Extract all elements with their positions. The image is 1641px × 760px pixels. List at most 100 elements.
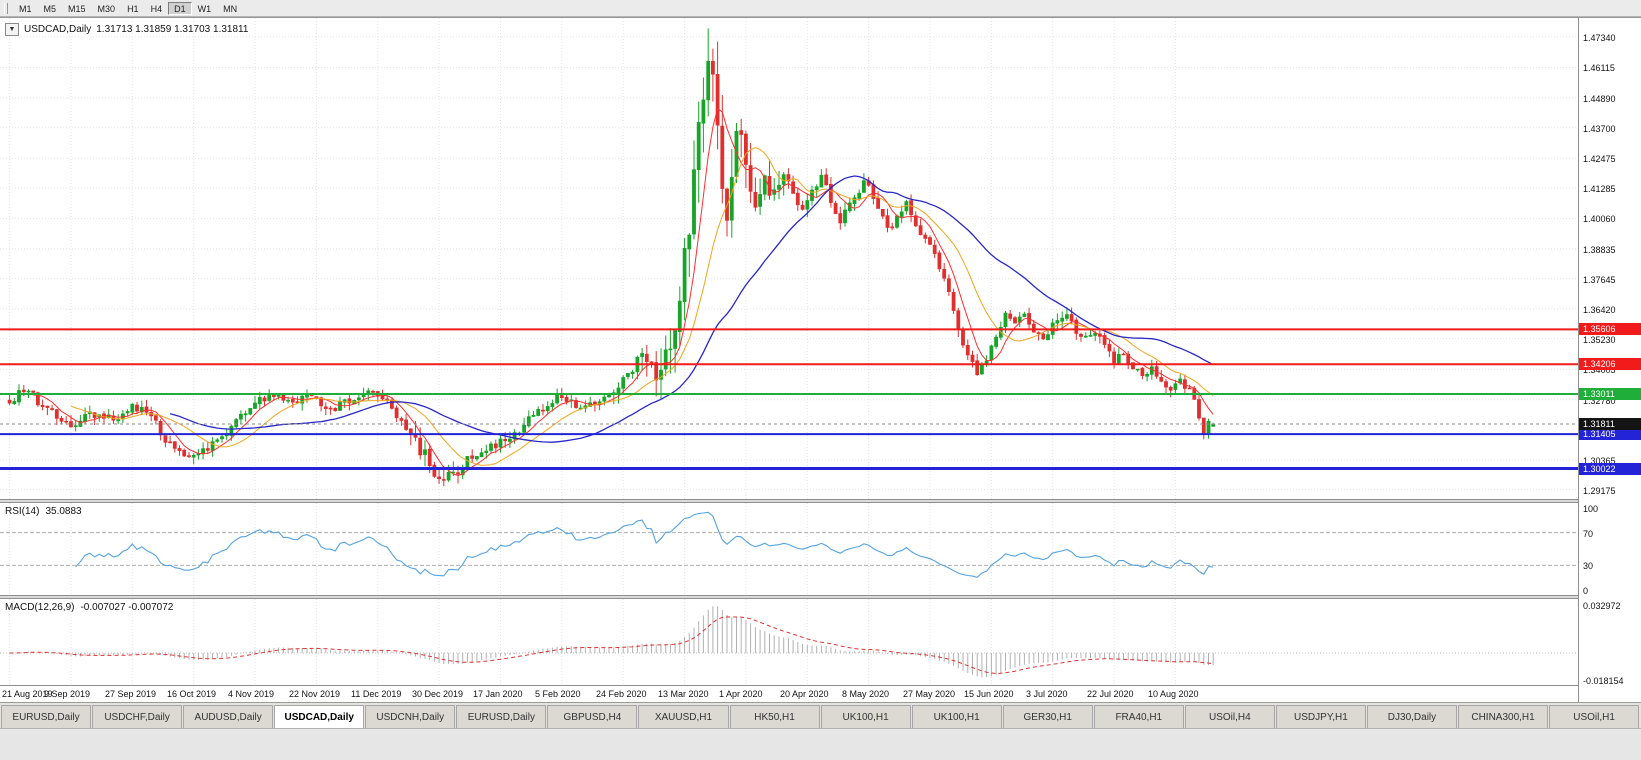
axis-tick-label: 100 [1583, 504, 1599, 514]
timeframe-buttons: M1 M5 M15 M30 H1 H4 D1 W1 MN [13, 1, 243, 15]
date-axis-label: 17 Jan 2020 [473, 689, 523, 699]
level-price-badge: 1.33011 [1579, 388, 1641, 400]
chart-dropdown-icon[interactable]: ▼ [5, 23, 19, 36]
rsi-chart-svg[interactable] [0, 503, 1578, 595]
timeframe-button-m1[interactable]: M1 [19, 3, 32, 14]
chart-tab-usoil-h1[interactable]: USOil,H1 [1549, 705, 1640, 728]
timeframe-button-m30[interactable]: M30 [97, 3, 116, 14]
axis-tick-label: 1.44890 [1583, 94, 1616, 104]
axis-tick-label: 1.42475 [1583, 154, 1616, 164]
axis-tick-label: 1.47340 [1583, 33, 1616, 43]
date-axis-label: 13 Mar 2020 [658, 689, 709, 699]
price-axis[interactable]: 1.47340 1.46115 1.44890 1.43700 1.42475 1.412… [1578, 18, 1641, 702]
macd-values: -0.007027 -0.007072 [80, 602, 174, 613]
axis-tick-label: 0 [1583, 586, 1589, 596]
chart-symbol-label: USDCAD,Daily [24, 24, 92, 35]
level-price-badge: 1.35606 [1579, 323, 1641, 335]
date-axis-label: 27 May 2020 [903, 689, 956, 699]
chart-tab-usdcnh-daily[interactable]: USDCNH,Daily [365, 705, 456, 728]
chart-tab-usdchf-daily[interactable]: USDCHF,Daily [92, 705, 183, 728]
rsi-pane[interactable]: RSI(14) 35.0883 [0, 503, 1578, 595]
chart-tab-hk50-h1[interactable]: HK50,H1 [729, 705, 820, 728]
rsi-name: RSI(14) [5, 506, 40, 517]
chart-tab-dj30-daily[interactable]: DJ30,Daily [1366, 705, 1457, 728]
timeframe-button-h1[interactable]: H1 [127, 3, 139, 14]
chart-ohlc-values: 1.31713 1.31859 1.31703 1.31811 [96, 24, 249, 35]
chart-window: ▼ USDCAD,Daily 1.31713 1.31859 1.31703 1… [0, 17, 1641, 702]
axis-tick-label: 1.38835 [1583, 245, 1616, 255]
axis-tick-label: 70 [1583, 529, 1594, 539]
rsi-value: 35.0883 [45, 506, 82, 517]
axis-tick-label: 1.35230 [1583, 335, 1616, 345]
date-axis-label: 15 Jun 2020 [964, 689, 1014, 699]
date-axis-label: 22 Jul 2020 [1087, 689, 1134, 699]
date-axis-label: 24 Feb 2020 [596, 689, 647, 699]
axis-tick-label: 30 [1583, 561, 1594, 571]
axis-tick-label: -0.018154 [1583, 676, 1624, 686]
price-chart-pane[interactable]: ▼ USDCAD,Daily 1.31713 1.31859 1.31703 1… [0, 18, 1578, 499]
date-axis-label: 22 Nov 2019 [289, 689, 341, 699]
axis-tick-label: 1.41285 [1583, 184, 1616, 194]
date-axis-label: 3 Jul 2020 [1026, 689, 1068, 699]
axis-tick-label: 1.32780 [1583, 396, 1616, 406]
price-chart-svg[interactable] [0, 18, 1578, 499]
timeframe-button-m15[interactable]: M15 [68, 3, 86, 14]
date-axis-label: 8 May 2020 [842, 689, 890, 699]
chart-tab-usdcad-daily[interactable]: USDCAD,Daily [274, 705, 365, 728]
date-axis-label: 21 Aug 2019 [2, 689, 53, 699]
date-axis-label: 11 Dec 2019 [351, 689, 402, 699]
panel-divider[interactable] [0, 595, 1578, 599]
macd-pane[interactable]: MACD(12,26,9) -0.007027 -0.007072 [0, 599, 1578, 685]
timeframe-button-h4[interactable]: H4 [150, 3, 163, 14]
chart-title: ▼ USDCAD,Daily 1.31713 1.31859 1.31703 1… [5, 23, 248, 36]
date-axis[interactable]: 21 Aug 2019 9 Sep 2019 27 Sep 2019 16 Oct 2… [0, 685, 1578, 702]
panel-divider[interactable] [0, 499, 1578, 503]
chart-tab-uk100-h1[interactable]: UK100,H1 [911, 705, 1002, 728]
axis-tick-label: 1.43700 [1583, 124, 1616, 134]
date-axis-label: 9 Sep 2019 [44, 689, 91, 699]
status-bar [0, 728, 1641, 760]
date-axis-label: 1 Apr 2020 [719, 689, 763, 699]
date-axis-label: 16 Oct 2019 [167, 689, 217, 699]
chart-tab-xauusd-h1[interactable]: XAUUSD,H1 [638, 705, 729, 728]
timeframe-toolbar: M1 M5 M15 M30 H1 H4 D1 W1 MN [0, 0, 1641, 17]
chart-tab-eurusd-daily[interactable]: EURUSD,Daily [456, 705, 547, 728]
chart-tab-gbpusd-h4[interactable]: GBPUSD,H4 [547, 705, 638, 728]
chart-panes: ▼ USDCAD,Daily 1.31713 1.31859 1.31703 1… [0, 18, 1578, 702]
chart-tab-china300-h1[interactable]: CHINA300,H1 [1458, 705, 1549, 728]
axis-tick-label: 1.36420 [1583, 305, 1616, 315]
axis-tick-label: 1.34005 [1583, 365, 1616, 375]
date-axis-label: 4 Nov 2019 [228, 689, 275, 699]
timeframe-button-mn[interactable]: MN [223, 3, 238, 14]
chart-tab-usoil-h4[interactable]: USOil,H4 [1184, 705, 1275, 728]
chart-tabbar: EURUSD,Daily USDCHF,Daily AUDUSD,Daily USDC… [0, 702, 1641, 728]
axis-tick-label: 1.30365 [1583, 456, 1616, 466]
rsi-label: RSI(14) 35.0883 [5, 506, 82, 517]
chart-tab-fra40-h1[interactable]: FRA40,H1 [1093, 705, 1184, 728]
level-price-badge: 1.31405 [1579, 428, 1641, 440]
macd-chart-svg[interactable] [0, 599, 1578, 685]
macd-name: MACD(12,26,9) [5, 602, 75, 613]
timeframe-button-w1[interactable]: W1 [197, 3, 212, 14]
chart-tab-usdjpy-h1[interactable]: USDJPY,H1 [1275, 705, 1366, 728]
current-price-badge: 1.31811 [1579, 418, 1641, 430]
level-price-badge: 1.30022 [1579, 463, 1641, 475]
axis-tick-label: 1.37645 [1583, 275, 1616, 285]
axis-tick-label: 1.46115 [1583, 63, 1615, 73]
date-axis-label: 20 Apr 2020 [780, 689, 829, 699]
chart-tab-audusd-daily[interactable]: AUDUSD,Daily [183, 705, 274, 728]
date-axis-label: 27 Sep 2019 [105, 689, 157, 699]
chart-tab-eurusd-daily[interactable]: EURUSD,Daily [1, 705, 92, 728]
timeframe-button-m5[interactable]: M5 [43, 3, 57, 14]
timeframe-button-d1[interactable]: D1 [168, 1, 192, 15]
level-price-badge: 1.34206 [1579, 358, 1641, 370]
date-axis-label: 30 Dec 2019 [412, 689, 464, 699]
chart-tab-ger30-h1[interactable]: GER30,H1 [1002, 705, 1093, 728]
chart-tab-uk100-h1[interactable]: UK100,H1 [820, 705, 911, 728]
toolbar-grip[interactable] [4, 2, 8, 14]
date-axis-label: 5 Feb 2020 [535, 689, 581, 699]
date-axis-label: 10 Aug 2020 [1148, 689, 1199, 699]
axis-tick-label: 1.40060 [1583, 214, 1616, 224]
axis-tick-label: 1.29175 [1583, 486, 1616, 496]
